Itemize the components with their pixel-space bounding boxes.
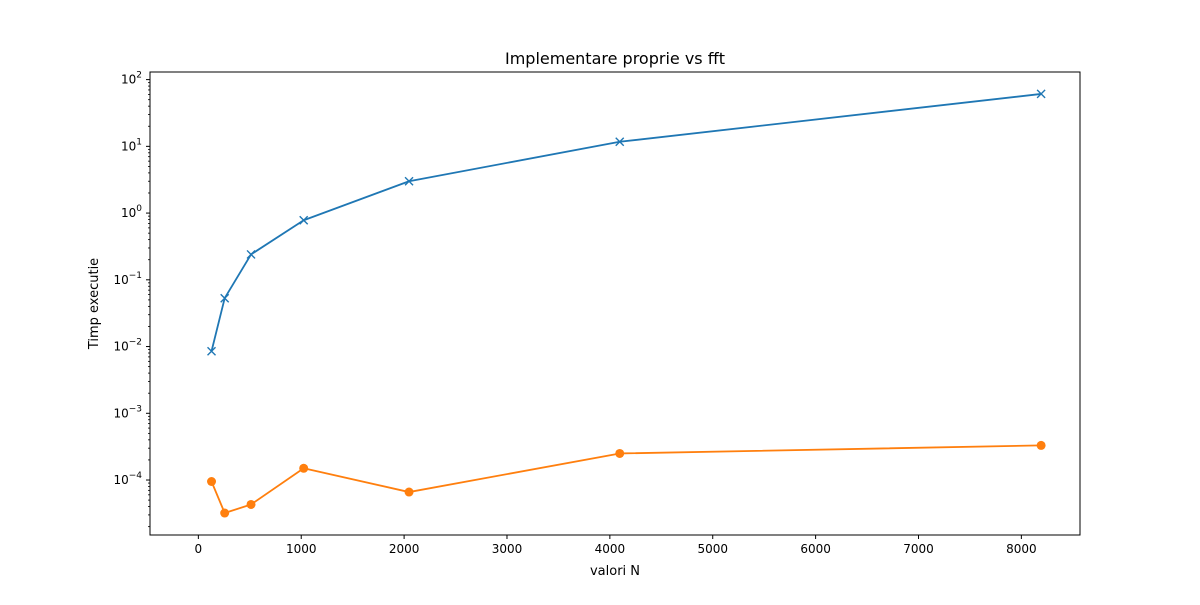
data-point-marker-o xyxy=(246,499,256,509)
data-point-marker-x xyxy=(207,346,217,356)
x-tick-label: 3000 xyxy=(492,542,523,556)
x-tick-label: 6000 xyxy=(800,542,831,556)
x-tick-label: 2000 xyxy=(389,542,420,556)
x-tick-label: 8000 xyxy=(1006,542,1037,556)
data-point-marker-x xyxy=(246,249,256,259)
x-tick-label: 4000 xyxy=(595,542,626,556)
chart-title: Implementare proprie vs fft xyxy=(505,49,725,68)
y-tick-label: 10−2 xyxy=(113,338,142,354)
data-point-marker-o xyxy=(207,477,217,487)
data-point-marker-x xyxy=(404,176,414,186)
data-point-marker-o xyxy=(1036,440,1046,450)
data-point-marker-o xyxy=(404,487,414,497)
data-point-marker-o xyxy=(220,508,230,518)
y-tick-label: 100 xyxy=(121,204,142,220)
data-point-marker-x xyxy=(220,293,230,303)
data-point-marker-o xyxy=(615,448,625,458)
x-axis: 0 1000 2000 3000 4000 5000 6000 7000 8000 xyxy=(195,535,1037,556)
y-axis: 10−4 10−3 10−2 10−1 100 101 102 xyxy=(113,71,150,528)
plot-frame xyxy=(149,71,1081,536)
series-layer xyxy=(207,89,1046,518)
x-tick-label: 5000 xyxy=(697,542,728,556)
y-tick-label: 10−4 xyxy=(113,471,142,487)
data-point-marker-o xyxy=(299,463,309,473)
x-tick-label: 1000 xyxy=(286,542,317,556)
y-tick-label: 10−1 xyxy=(113,271,142,287)
y-tick-label: 102 xyxy=(121,71,142,87)
y-axis-title: Timp executie xyxy=(87,258,102,350)
data-point-marker-x xyxy=(615,137,625,147)
y-tick-label: 101 xyxy=(121,137,142,153)
data-point-marker-x xyxy=(1036,89,1046,99)
x-axis-title: valori N xyxy=(590,564,640,579)
x-tick-label: 0 xyxy=(195,542,203,556)
data-point-marker-x xyxy=(299,215,309,225)
x-tick-label: 7000 xyxy=(903,542,934,556)
y-tick-label: 10−3 xyxy=(113,404,142,420)
